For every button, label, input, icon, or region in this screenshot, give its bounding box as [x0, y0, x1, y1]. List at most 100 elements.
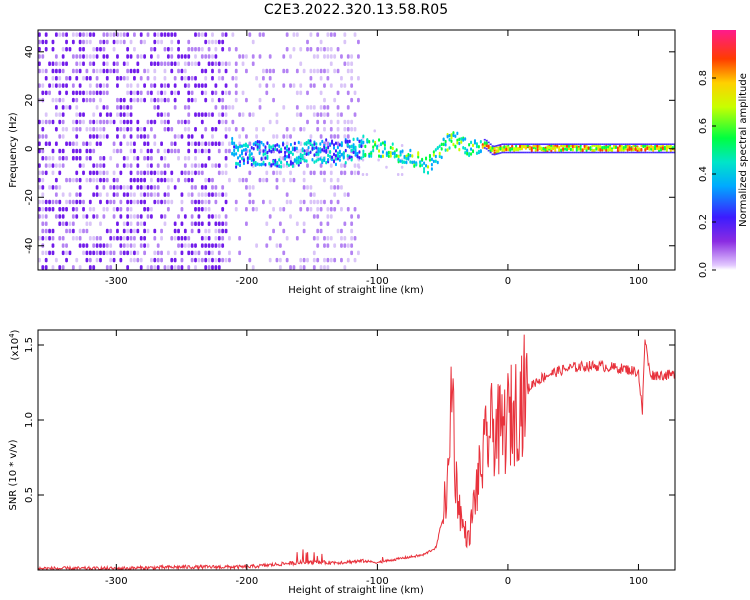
spectrogram-cell: [221, 119, 225, 125]
spectrogram-cell: [357, 214, 360, 219]
spectrogram-cell: [116, 192, 119, 197]
spectrogram-edge-cell: [607, 151, 610, 154]
spectrogram-cell: [82, 250, 85, 256]
spectrogram-signal-cell: [303, 149, 306, 153]
spectrogram-cell: [75, 97, 79, 103]
spectrogram-signal-cell: [315, 159, 318, 163]
spectrogram-cell: [173, 83, 177, 88]
spectrogram-cell: [299, 148, 303, 154]
spectrogram-cell: [119, 112, 123, 117]
spectrogram-cell: [329, 83, 333, 88]
spectrogram-cell: [71, 199, 75, 205]
spectrogram-cell: [224, 61, 228, 67]
spectrogram-edge-cell: [595, 143, 598, 146]
spectrogram-cell: [58, 156, 62, 161]
spectrogram-cell: [302, 126, 306, 132]
spectrogram-cell: [265, 170, 269, 176]
spectrogram-cell: [95, 243, 99, 248]
spectrogram-cells: [38, 32, 675, 270]
spectrogram-cell: [302, 68, 306, 74]
spectrogram-edge-cell: [519, 151, 522, 154]
spectrogram-cell: [82, 199, 85, 205]
spectrogram-cell: [336, 46, 340, 52]
spectrogram-cell: [112, 192, 116, 197]
spectrogram-cell: [48, 206, 51, 212]
spectrogram-edge-cell: [589, 151, 592, 154]
spectrogram-signal-cell: [464, 137, 467, 141]
spectrogram-signal-cell: [319, 147, 322, 151]
spectrogram-cell: [221, 61, 225, 67]
spectrogram-signal-cell: [499, 146, 502, 151]
spectrogram-signal-cell: [560, 148, 563, 153]
spectrogram-cell: [136, 90, 140, 96]
spectrogram-signal-cell: [458, 147, 461, 152]
spectrogram-edge-cell: [603, 151, 606, 154]
spectrogram-signal-cell: [313, 142, 316, 146]
spectrogram-cell: [217, 68, 221, 74]
spectrogram-cell: [217, 61, 221, 67]
spectrogram-cell: [92, 97, 96, 103]
spectrogram-cell: [187, 250, 191, 256]
spectrogram-cell: [75, 61, 79, 67]
spectrogram-cell: [75, 90, 79, 96]
spectrogram-cell: [357, 97, 360, 103]
spectrogram-cell: [319, 46, 323, 52]
spectrogram-cell: [289, 214, 292, 219]
spectrogram-edge-cell: [566, 151, 569, 154]
spectrogram-edge-cell: [591, 151, 594, 154]
spectrogram-cell: [99, 257, 102, 263]
spectrogram-signal-cell: [468, 143, 471, 147]
spectrogram-signal-cell: [258, 162, 261, 167]
spectrogram-cell: [200, 192, 204, 197]
spectrogram-edge-cell: [552, 151, 555, 154]
spectrogram-cell: [85, 54, 89, 59]
spectrogram-cell: [82, 61, 85, 67]
spectrogram-signal-cell: [654, 144, 657, 149]
spectrogram-signal-cell: [258, 140, 261, 144]
spectrogram-cell: [170, 141, 174, 147]
spectrogram-cell: [180, 243, 184, 248]
spectrogram-cell: [177, 61, 180, 67]
spectrogram-cell: [329, 185, 333, 190]
spectrogram-edge-cell: [501, 143, 504, 146]
spectrogram-cell: [54, 192, 58, 197]
spectrogram-cell: [68, 76, 72, 81]
spectrogram-cell: [207, 236, 211, 241]
spectrogram-edge-cell: [673, 151, 675, 154]
spectrogram-cell: [194, 163, 197, 168]
spectrogram-edge-cell: [654, 151, 657, 154]
spectrogram-edge-cell: [583, 143, 586, 146]
spectrogram-signal-cell: [456, 131, 459, 136]
spectrogram-signal-cell: [399, 159, 402, 163]
spectrogram-cell: [187, 265, 191, 270]
spectrogram-edge-cell: [571, 151, 574, 154]
spectrogram-cell: [102, 250, 106, 256]
spectrogram-cell: [207, 177, 211, 183]
spectrogram-cell: [88, 221, 92, 227]
spectrogram-signal-cell: [616, 146, 619, 150]
spectrogram-cell: [65, 206, 68, 212]
spectrogram-cell: [44, 221, 48, 227]
spectrogram-cell: [323, 46, 326, 52]
spectrogram-edge-cell: [603, 143, 606, 146]
spectrogram-cell: [177, 90, 180, 96]
spectrogram-cell: [350, 236, 354, 241]
spectrogram-cell: [204, 126, 208, 132]
spectrogram-signal-cell: [338, 149, 341, 154]
spectrogram-cell: [51, 163, 55, 168]
spectrogram-cell: [258, 32, 262, 37]
spectrogram-cell: [228, 141, 231, 147]
spectrogram-cell: [346, 206, 350, 212]
spectrogram-cell: [61, 68, 65, 74]
spectrogram-edge-cell: [540, 143, 543, 146]
spectrogram-edge-cell: [532, 151, 535, 154]
spectrogram-cell: [238, 54, 242, 59]
spectrogram-cell: [224, 112, 228, 117]
spectrogram-signal-cell: [358, 143, 361, 148]
spectrogram-cell: [149, 126, 153, 132]
spectrogram-cell: [153, 61, 157, 67]
spectrogram-cell: [166, 119, 170, 125]
spectrogram-signal-cell: [399, 153, 402, 157]
spectrogram-edge-cell: [528, 151, 531, 154]
